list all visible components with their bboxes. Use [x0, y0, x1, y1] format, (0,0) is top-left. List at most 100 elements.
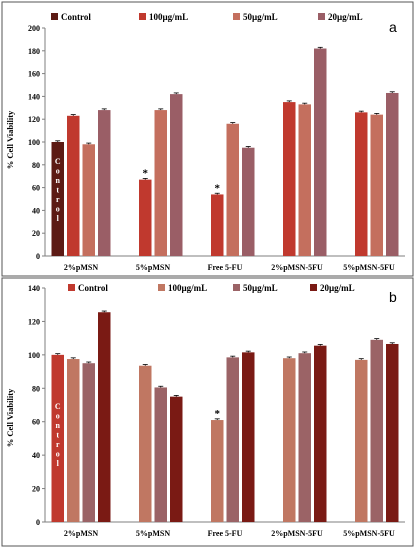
panel-a-bar	[283, 102, 296, 256]
panel-b-bar	[67, 359, 80, 522]
panel-a-plot: 0204060801001201401601802002%pMSNControl…	[28, 24, 405, 272]
panel-a-control-bar-label: l	[57, 214, 60, 223]
panel-b-legend-label: 50µg/mL	[243, 283, 278, 293]
panel-a-legend-label: 100µg/mL	[149, 12, 188, 22]
panel-a-control-bar-label: t	[56, 186, 59, 195]
panel-b-control-bar-label: C	[55, 402, 61, 411]
panel-b-category-label: 2%pMSN	[64, 529, 98, 538]
panel-b-legend-label: 100µg/mL	[168, 283, 207, 293]
panel-b-category-label: 5%pMSN-5FU	[343, 529, 395, 538]
panel-b-legend-label: Control	[78, 283, 108, 293]
panel-a-bar	[82, 144, 95, 256]
panel-b-bar	[139, 365, 152, 522]
panel-b-bar	[154, 387, 167, 522]
panel-b-control-bar-label: l	[57, 459, 60, 468]
panel-b-control-bar-label: t	[56, 431, 59, 440]
panel-b-y-tick-label: 140	[28, 284, 40, 293]
panel-a-y-axis-label: % Cell Viability	[5, 110, 15, 169]
panel-b-y-tick-label: 20	[32, 485, 40, 494]
panel-a-category-label: 2%pMSN-5FU	[271, 263, 323, 272]
panel-a-category-label: 5%pMSN	[136, 263, 170, 272]
panel-b-bar	[211, 420, 224, 522]
panel-b-category-label: Free 5-FU	[208, 529, 243, 538]
panel-a-letter: a	[389, 19, 397, 35]
panel-b-legend-swatch	[158, 284, 165, 291]
panel-a-control-bar-label: r	[56, 195, 60, 204]
panel-a-y-tick-label: 160	[28, 70, 40, 79]
panel-a-category-label: 5%pMSN-5FU	[343, 263, 395, 272]
panel-b-bar	[226, 357, 239, 522]
panel-a-significance-star: *	[215, 182, 221, 194]
panel-a-category-label: Free 5-FU	[208, 263, 243, 272]
panel-b-control-bar-label: o	[56, 450, 60, 459]
panel-a: a % Cell Viability Control 100µg/mL 50µg/m…	[1, 1, 414, 277]
panel-a-legend-swatch	[51, 13, 58, 20]
panel-b-category-label: 2%pMSN-5FU	[271, 529, 323, 538]
panel-b-legend: Control 100µg/mL 50µg/mL 20µg/mL	[68, 283, 355, 293]
panel-b-y-tick-label: 100	[28, 351, 40, 360]
panel-a-bar	[98, 110, 111, 256]
panel-a-category-label: 2%pMSN	[64, 263, 98, 272]
panel-a-legend-swatch	[318, 13, 325, 20]
panel-b-significance-star: *	[215, 408, 221, 420]
panel-b-y-axis-label: % Cell Viability	[5, 388, 15, 447]
panel-b-y-tick-label: 60	[32, 418, 40, 427]
panel-b-bar	[386, 343, 399, 522]
panel-b-bar	[98, 312, 111, 522]
panel-a-y-tick-label: 200	[28, 24, 40, 33]
panel-b-y-tick-label: 80	[32, 384, 40, 393]
panel-a-bar	[242, 147, 255, 256]
panel-a-legend-label: Control	[61, 12, 91, 22]
panel-a-bar	[226, 123, 239, 256]
panel-b-bar	[51, 354, 64, 522]
panel-a-legend-swatch	[139, 13, 146, 20]
panel-a-control-bar-label: o	[56, 167, 60, 176]
panel-b-control-bar-label: o	[56, 412, 60, 421]
panel-a-legend-label: 50µg/mL	[243, 12, 278, 22]
panel-a-bar	[355, 112, 368, 256]
panel-a-legend-label: 20µg/mL	[328, 12, 363, 22]
panel-a-y-tick-label: 60	[32, 184, 40, 193]
panel-b-letter: b	[389, 289, 397, 305]
panel-a-bar	[211, 194, 224, 256]
panel-b-y-tick-label: 0	[36, 518, 40, 527]
panel-a-control-bar-label: n	[56, 176, 61, 185]
panel-a-significance-star: *	[143, 168, 149, 180]
panel-a-control-bar-label: o	[56, 205, 60, 214]
panel-b-legend-swatch	[310, 284, 317, 291]
panel-b-legend-label: 20µg/mL	[320, 283, 355, 293]
panel-a-y-tick-label: 180	[28, 47, 40, 56]
panel-a-y-tick-label: 40	[32, 206, 40, 215]
panel-b-bar	[370, 339, 383, 522]
panel-a-bar	[170, 94, 183, 257]
panel-b-bar	[298, 353, 311, 522]
panel-b-bar	[170, 396, 183, 522]
panel-a-bar	[314, 48, 327, 256]
panel-a-y-tick-label: 100	[28, 138, 40, 147]
panel-b-legend-swatch	[68, 284, 75, 291]
panel-b-bar	[242, 352, 255, 522]
panel-a-legend: Control 100µg/mL 50µg/mL 20µg/mL	[51, 12, 363, 22]
panel-b-bar	[314, 345, 327, 522]
panel-a-bar	[139, 179, 152, 256]
panel-b: b % Cell Viability Control 100µg/mL 50µg/m…	[1, 277, 414, 547]
panel-b-category-label: 5%pMSN	[136, 529, 170, 538]
panel-b-control-bar-label: r	[56, 440, 60, 449]
panel-b-y-tick-label: 40	[32, 451, 40, 460]
panel-a-y-tick-label: 20	[32, 229, 40, 238]
panel-a-y-tick-label: 0	[36, 252, 40, 261]
panel-b-bar	[82, 363, 95, 522]
panel-b-bar	[355, 359, 368, 522]
panel-a-y-tick-label: 80	[32, 161, 40, 170]
panel-a-y-tick-label: 120	[28, 115, 40, 124]
panel-a-bar	[154, 110, 167, 256]
panel-a-legend-swatch	[233, 13, 240, 20]
panel-a-bar	[67, 115, 80, 256]
panel-a-bar	[298, 104, 311, 256]
panel-a-control-bar-label: C	[55, 157, 61, 166]
panel-a-bar	[370, 114, 383, 256]
panel-b-control-bar-label: n	[56, 421, 61, 430]
panel-b-legend-swatch	[233, 284, 240, 291]
